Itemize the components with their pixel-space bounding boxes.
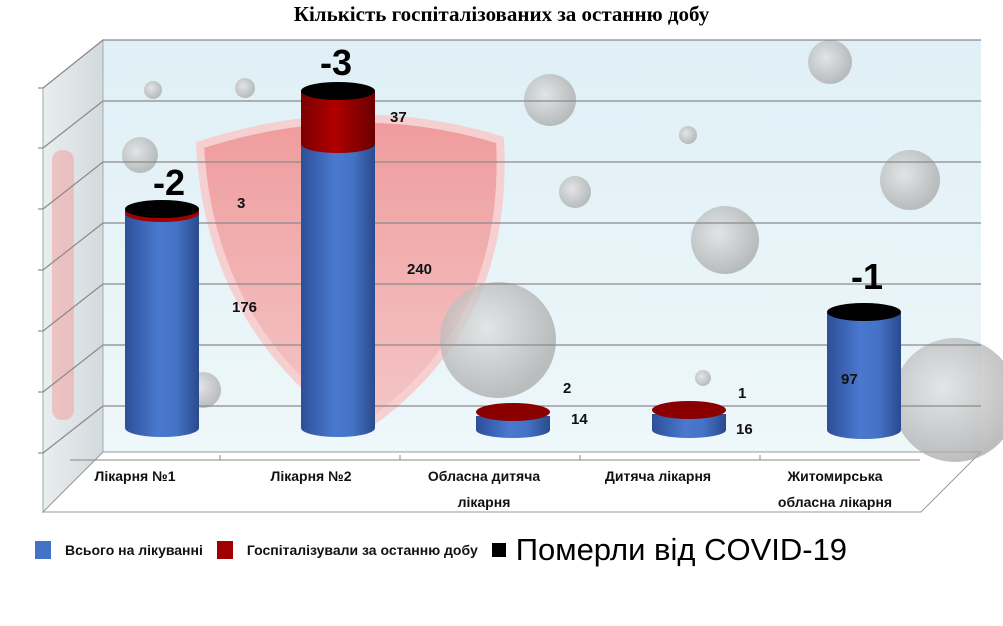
hosp-label-bar2: 37 bbox=[390, 109, 407, 126]
total-label-bar4: 16 bbox=[736, 421, 753, 438]
bar-dytiacha bbox=[652, 401, 726, 438]
legend-swatch-total bbox=[35, 541, 51, 559]
deaths-label-bar5: -1 bbox=[851, 256, 884, 297]
legend-swatch-hospitalized bbox=[216, 541, 233, 559]
gridlines bbox=[42, 39, 981, 454]
total-label-bar2: 240 bbox=[407, 261, 433, 278]
category-label-1: Лікарня №1 bbox=[94, 468, 176, 484]
legend-label-hospitalized: Госпіталізували за останню добу bbox=[246, 542, 478, 558]
virus-decorations bbox=[122, 40, 1003, 462]
category-label-3: Обласна дитяча лікарня bbox=[404, 463, 564, 515]
legend-item-total: Всього на лікуванні bbox=[35, 541, 203, 559]
category-label-3-line1: Обласна дитяча bbox=[427, 468, 541, 484]
total-label-bar1: 176 bbox=[232, 299, 258, 316]
legend-label-total: Всього на лікуванні bbox=[65, 542, 203, 558]
total-label-bar5: 97 bbox=[841, 371, 858, 388]
bar-likarnia-1 bbox=[125, 200, 199, 437]
deaths-label-bar2: -3 bbox=[320, 42, 353, 83]
category-label-4: Дитяча лікарня bbox=[604, 468, 712, 484]
legend-swatch-died bbox=[491, 543, 506, 557]
category-label-5-line1: Житомирська bbox=[787, 468, 883, 484]
bar-zhytomyrska bbox=[827, 303, 901, 439]
category-label-5: Житомирська обласна лікарня bbox=[755, 463, 915, 515]
chart-title: Кількість госпіталізованих за останню до… bbox=[293, 2, 710, 26]
legend: Всього на лікуванні Госпіталізували за о… bbox=[35, 532, 861, 568]
total-label-bar3: 14 bbox=[571, 411, 588, 428]
legend-label-died: Померли від COVID-19 bbox=[515, 532, 848, 567]
category-label-2: Лікарня №2 bbox=[270, 468, 352, 484]
legend-item-died: Померли від COVID-19 bbox=[491, 532, 848, 568]
hosp-label-bar4: 1 bbox=[738, 385, 747, 402]
hosp-label-bar3: 2 bbox=[563, 380, 572, 397]
bar-oblasna-dytiacha bbox=[476, 403, 550, 438]
bar-likarnia-2 bbox=[301, 82, 375, 437]
category-label-3-line2: лікарня bbox=[457, 494, 511, 510]
category-label-5-line2: обласна лікарня bbox=[777, 494, 893, 510]
deaths-label-bar1: -2 bbox=[153, 162, 186, 203]
legend-item-hospitalized: Госпіталізували за останню добу bbox=[216, 541, 478, 559]
hosp-label-bar1: 3 bbox=[237, 195, 246, 212]
